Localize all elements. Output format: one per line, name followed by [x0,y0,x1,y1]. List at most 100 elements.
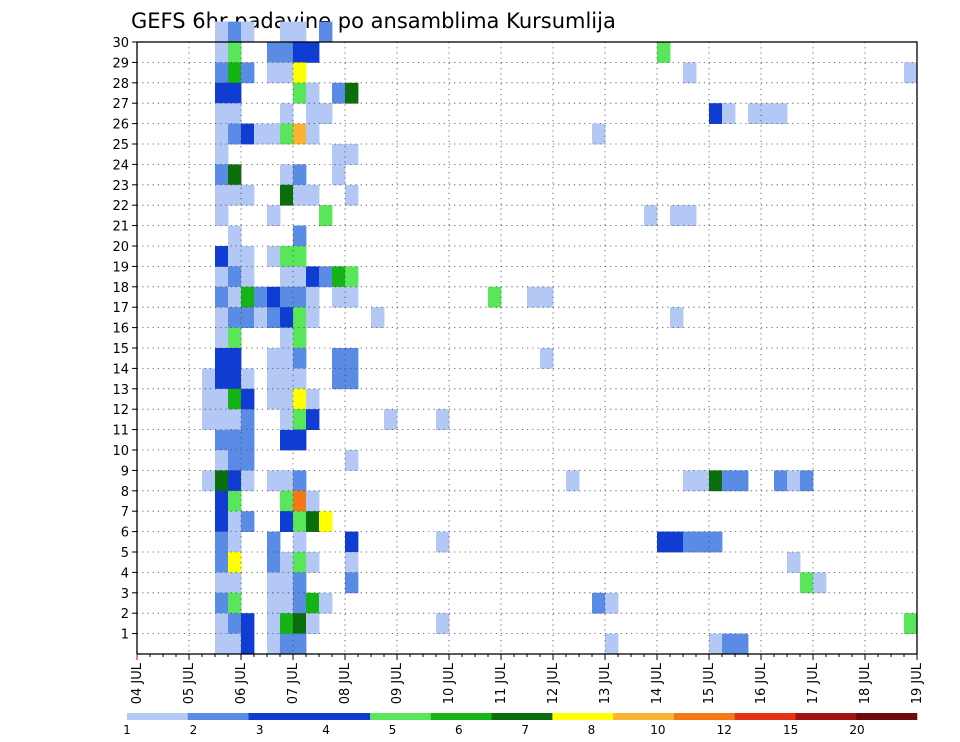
heatmap-cell [228,348,242,369]
heatmap-cell [254,123,268,145]
heatmap-cell [293,307,307,328]
heatmap-cell [709,103,723,124]
colorbar-label: 6 [455,723,463,737]
heatmap-cell [774,103,788,124]
heatmap-cell [228,225,242,247]
heatmap-cell [241,368,255,390]
heatmap-cell [709,470,723,492]
x-tick-label: 10 JUL [442,662,457,704]
heatmap-cell [332,266,346,288]
colorbar-swatch [856,713,918,720]
heatmap-cell [267,286,281,308]
heatmap-cell [228,307,242,328]
heatmap-cell [332,164,346,186]
colorbar-label: 15 [783,723,798,737]
x-tick-label: 13 JUL [598,662,613,704]
y-tick-label: 20 [112,240,129,255]
x-tick-label: 12 JUL [546,662,561,704]
heatmap-cell [761,103,775,124]
heatmap-cell [215,613,229,634]
y-tick-label: 10 [112,444,129,459]
chart-title: GEFS 6hr padavine po ansamblima Kursumli… [131,9,616,33]
heatmap-cell [228,123,242,145]
heatmap-cell [228,490,242,512]
heatmap-cell [306,511,320,532]
heatmap-cell [228,103,242,124]
heatmap-cell [670,531,684,553]
heatmap-cell [280,21,294,43]
heatmap-cell [241,429,255,451]
heatmap-cell [215,511,229,532]
heatmap-cell [371,307,385,328]
heatmap-cell [306,490,320,512]
heatmap-cell [228,552,242,573]
heatmap-cell [267,531,281,553]
heatmap-cell [215,368,229,390]
heatmap-cell [228,633,242,655]
heatmap-cell [280,470,294,492]
heatmap-cell [540,348,554,369]
heatmap-cell [306,552,320,573]
y-tick-label: 7 [121,505,129,520]
heatmap-cell [319,103,333,124]
heatmap-cell [293,490,307,512]
heatmap-cell [800,572,814,594]
colorbar-swatch [187,713,249,720]
heatmap-cell [436,531,450,553]
heatmap-cell [345,184,359,206]
heatmap-cell [215,184,229,206]
heatmap-cell [215,572,229,594]
heatmap-cell [332,144,346,165]
heatmap-cell [215,490,229,512]
heatmap-cell [592,123,606,145]
heatmap-cell [306,307,320,328]
colorbar-label: 20 [849,723,864,737]
colorbar-swatch [734,713,796,720]
heatmap-cell [215,164,229,186]
heatmap-cell [228,21,242,43]
heatmap-cell [306,82,320,104]
heatmap-cell [787,552,801,573]
heatmap-cell [293,633,307,655]
heatmap-cell [657,42,671,63]
heatmap-cell [241,21,255,43]
colorbar-swatch [309,713,371,720]
heatmap-cell [215,62,229,84]
grid-lines [137,42,917,654]
heatmap-cell [436,613,450,634]
heatmap-cell [904,62,918,84]
y-tick-label: 29 [112,56,129,71]
heatmap-cell [488,286,502,308]
heatmap-cell [228,592,242,614]
heatmap-cell [605,633,619,655]
heatmap-cell [293,82,307,104]
heatmap-cell [774,470,788,492]
heatmap-cell [254,307,268,328]
heatmap-cell [241,450,255,471]
heatmap-cell [293,286,307,308]
colorbar-swatch [127,713,189,720]
heatmap-cell [241,246,255,267]
x-tick-label: 16 JUL [754,662,769,704]
heatmap-cell [267,42,281,63]
heatmap-cell [280,490,294,512]
heatmap-cell [215,123,229,145]
x-tick-label: 05 JUL [182,662,197,704]
heatmap-cell [670,205,684,226]
heatmap-cell [722,470,736,492]
y-tick-label: 23 [112,179,129,194]
heatmap-cell [228,82,242,104]
heatmap-cell [306,592,320,614]
heatmap-cell [280,592,294,614]
heatmap-cell [345,266,359,288]
heatmap-cell [241,123,255,145]
colorbar-swatch [552,713,614,720]
heatmap-cell [280,429,294,451]
y-tick-label: 3 [121,587,129,602]
heatmap-cell [319,511,333,532]
heatmap-cell [280,348,294,369]
x-axis-ticks: 04 JUL 05 JUL 06 JUL 07 JUL 08 JUL 09 JUL 10 J… [130,654,925,704]
colorbar-swatch [491,713,553,720]
y-tick-label: 2 [121,607,129,622]
heatmap-cell [215,246,229,267]
